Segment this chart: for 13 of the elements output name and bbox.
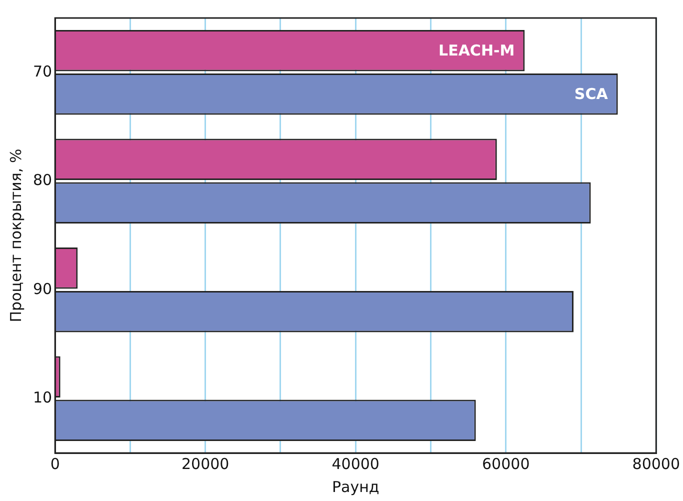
x-tick-label: 80000 — [632, 454, 680, 473]
series-label: SCA — [574, 85, 608, 104]
y-tick-label: 80 — [32, 171, 52, 190]
series-label: LEACH-M — [438, 42, 515, 60]
x-tick-label: 60000 — [482, 454, 530, 473]
y-tick-label: 90 — [32, 280, 52, 298]
y-axis-title: Процент покрытия, % — [6, 148, 25, 322]
x-tick-label: 0 — [50, 454, 60, 473]
y-tick-label: 10 — [32, 388, 52, 407]
x-axis-title: Раунд — [332, 478, 380, 496]
x-tick-label: 40000 — [332, 454, 380, 473]
y-tick-label: 70 — [32, 62, 52, 80]
x-tick-label: 20000 — [181, 454, 230, 473]
